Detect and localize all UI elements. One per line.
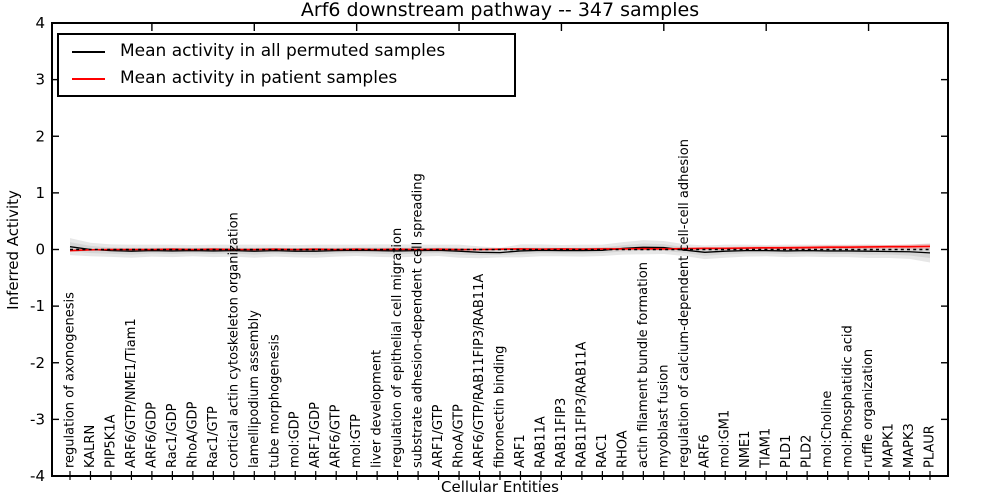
- x-category-label: fibronectin binding: [493, 346, 508, 468]
- x-category-label: RAB11FIP3/RAB11A: [574, 341, 589, 468]
- x-category-label: substrate adhesion-dependent cell spread…: [411, 173, 426, 468]
- x-category-label: ARF6/GTP/NME1/Tiam1: [124, 318, 139, 468]
- x-category-label: PLD2: [800, 435, 815, 468]
- x-category-label: RAB11FIP3: [554, 398, 569, 468]
- x-category-label: myoblast fusion: [656, 364, 671, 468]
- x-ticks-top: [151, 24, 870, 31]
- x-category-label: regulation of calcium-dependent cell-cel…: [677, 139, 692, 468]
- x-category-label: KALRN: [83, 425, 98, 468]
- x-category-label: PLD1: [779, 435, 794, 468]
- x-category-label: tube morphogenesis: [267, 334, 282, 468]
- patient-line-sample-icon: [72, 77, 105, 80]
- x-category-label: Rac1/GTP: [206, 406, 221, 468]
- x-category-label: RhoA/GDP: [185, 401, 200, 468]
- x-category-label: TIAM1: [759, 428, 774, 469]
- x-axis-label: Cellular Entities: [441, 478, 559, 496]
- x-category-label: mol:Choline: [820, 391, 835, 468]
- x-category-label: Rac1/GDP: [165, 403, 180, 468]
- x-category-label: liver development: [370, 350, 385, 468]
- x-category-label: mol:GM1: [718, 410, 733, 468]
- y-axis-label: Inferred Activity: [4, 190, 22, 310]
- x-category-label: RhoA/GTP: [452, 404, 467, 468]
- x-category-label: ARF6/GTP: [329, 404, 344, 468]
- permuted-spread-inner-band: [70, 242, 930, 258]
- legend-entry-permuted: Mean activity in all permuted samples: [72, 42, 514, 61]
- x-category-label: regulation of epithelial cell migration: [390, 228, 405, 468]
- permuted-mean-line: [69, 246, 931, 254]
- legend-label-permuted: Mean activity in all permuted samples: [120, 41, 446, 61]
- y-tick-label: 1: [35, 184, 45, 202]
- x-category-label: regulation of axonogenesis: [63, 292, 78, 468]
- y-ticks: 4 3 2 1 0 -1 -2 -3 -4: [30, 14, 948, 485]
- x-category-label: PLAUR: [923, 425, 938, 468]
- x-category-label: ARF1/GDP: [308, 402, 323, 468]
- chart-title: Arf6 downstream pathway -- 347 samples: [300, 0, 700, 21]
- x-category-label: ARF1: [513, 434, 528, 468]
- x-category-label: mol:GTP: [349, 414, 364, 468]
- x-category-label: mol:Phosphatidic acid: [841, 325, 856, 468]
- y-tick-label: -1: [30, 297, 45, 315]
- y-tick-label: -2: [30, 354, 45, 372]
- x-category-label: MAPK3: [902, 423, 917, 468]
- x-category-label: PIP5K1A: [103, 414, 118, 468]
- x-category-label: RAC1: [595, 433, 610, 468]
- x-category-label: NME1: [738, 431, 753, 468]
- legend: Mean activity in all permuted samples Me…: [57, 33, 516, 97]
- permuted-spread-outer-band: [70, 238, 930, 263]
- x-category-label: ARF6/GTP/RAB11FIP3/RAB11A: [472, 274, 487, 468]
- x-category-label: actin filament bundle formation: [636, 262, 651, 468]
- x-category-label: ARF1/GTP: [431, 404, 446, 468]
- x-category-label: ruffle organization: [861, 349, 876, 468]
- y-tick-label: -3: [30, 410, 45, 428]
- y-tick-label: 4: [35, 14, 45, 32]
- y-tick-label: 2: [35, 127, 45, 145]
- permuted-line-sample-icon: [72, 50, 105, 53]
- y-tick-label: 3: [35, 71, 45, 89]
- x-category-label: RAB11A: [533, 416, 548, 468]
- x-ticks-bottom: regulation of axonogenesis KALRN PIP5K1A AR…: [63, 139, 938, 480]
- x-category-label: mol:GDP: [288, 411, 303, 468]
- y-tick-label: 0: [35, 241, 45, 259]
- x-category-label: ARF6: [697, 434, 712, 468]
- legend-entry-patient: Mean activity in patient samples: [72, 69, 514, 88]
- y-tick-label: -4: [30, 467, 45, 485]
- legend-label-patient: Mean activity in patient samples: [120, 68, 398, 88]
- x-category-label: lamellipodium assembly: [247, 310, 262, 468]
- x-category-label: MAPK1: [882, 423, 897, 468]
- x-category-label: RHOA: [615, 430, 630, 468]
- x-category-label: ARF6/GDP: [144, 402, 159, 468]
- x-category-label: cortical actin cytoskeleton organization: [226, 212, 241, 468]
